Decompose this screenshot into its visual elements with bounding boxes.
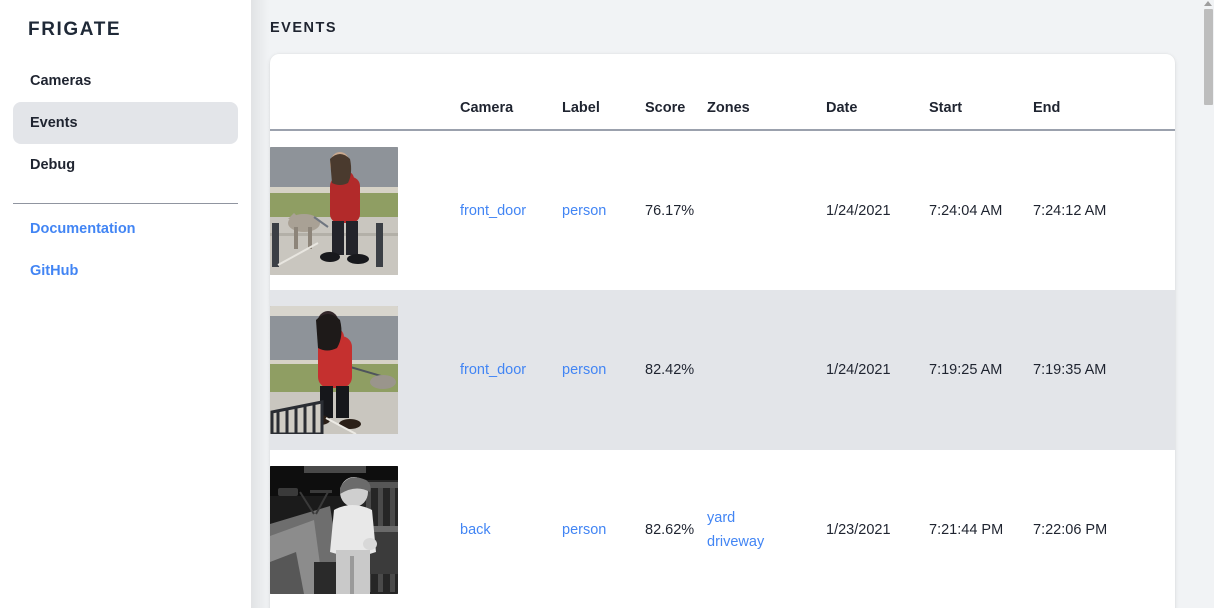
event-end-cell: 7:24:12 AM	[1033, 202, 1107, 219]
event-start-cell: 7:19:25 AM	[929, 362, 1003, 378]
app-brand-title: FRIGATE	[28, 19, 122, 40]
sidebar: FRIGATE Cameras Events Debug Documentati…	[0, 0, 269, 608]
page-title: EVENTS	[270, 20, 338, 36]
event-thumbnail[interactable]	[270, 146, 398, 275]
sidebar-item-cameras[interactable]: Cameras	[30, 73, 92, 89]
event-date-cell: 1/24/2021	[826, 362, 891, 378]
events-table-body: front_door person 76.17% 1/24/2021 7:24:…	[270, 130, 1175, 608]
timestamp-overlay	[304, 466, 366, 473]
event-score-cell: 76.17%	[645, 202, 695, 219]
event-date-cell: 1/24/2021	[826, 202, 891, 219]
page-scrollbar-thumb[interactable]	[1204, 9, 1213, 105]
event-thumbnail-cell	[270, 290, 460, 450]
column-header-label[interactable]: Label	[562, 100, 600, 116]
sidebar-link-github[interactable]: GitHub	[30, 263, 79, 279]
column-header-date[interactable]: Date	[826, 100, 858, 116]
thumbnail-image-daytime-dogwalker	[270, 146, 398, 275]
event-label-cell: person	[562, 290, 645, 450]
event-thumbnail[interactable]	[270, 306, 398, 434]
event-zones-cell	[707, 290, 826, 450]
event-zone-link[interactable]: yard	[707, 510, 736, 526]
event-camera-link[interactable]: front_door	[460, 202, 527, 219]
page-scrollbar-track[interactable]	[1203, 0, 1214, 608]
event-camera-cell: front_door	[460, 290, 562, 450]
scroll-up-arrow-icon[interactable]	[1204, 1, 1212, 6]
sidebar-link-documentation[interactable]: Documentation	[30, 221, 136, 237]
table-row[interactable]: back person 82.62% yard driveway 1/23/20…	[270, 450, 1175, 608]
event-thumbnail-cell	[270, 130, 460, 290]
column-header-end[interactable]: End	[1033, 100, 1061, 116]
event-label-link[interactable]: person	[562, 202, 607, 219]
table-row[interactable]: front_door person 82.42% 1/24/2021 7:19:…	[270, 290, 1175, 450]
column-header-zones[interactable]: Zones	[707, 100, 750, 116]
event-camera-link[interactable]: back	[460, 522, 491, 538]
events-card: Camera Label Score Zones Date Start End	[270, 54, 1175, 608]
event-label-link[interactable]: person	[562, 522, 607, 538]
event-zone-link[interactable]: driveway	[707, 534, 765, 550]
table-header-row: Camera Label Score Zones Date Start End	[270, 54, 1175, 130]
thumbnail-image-nightvision-person	[270, 466, 398, 594]
event-label-cell: person	[562, 450, 645, 608]
column-header-score[interactable]: Score	[645, 100, 686, 116]
event-score-cell: 82.42%	[645, 362, 695, 378]
event-camera-link[interactable]: front_door	[460, 362, 527, 378]
event-label-cell: person	[562, 130, 645, 290]
event-start-cell: 7:24:04 AM	[929, 202, 1003, 219]
event-camera-cell: back	[460, 450, 562, 608]
column-header-start[interactable]: Start	[929, 100, 963, 116]
events-table: Camera Label Score Zones Date Start End	[270, 54, 1175, 608]
sidebar-item-events[interactable]: Events	[13, 102, 238, 144]
event-zones-cell: yard driveway	[707, 450, 826, 608]
table-row[interactable]: front_door person 76.17% 1/24/2021 7:24:…	[270, 130, 1175, 290]
event-date-cell: 1/23/2021	[826, 522, 891, 538]
thumbnail-image-daytime-dogwalker-railing	[270, 306, 398, 434]
event-label-link[interactable]: person	[562, 362, 607, 378]
event-camera-cell: front_door	[460, 130, 562, 290]
event-score-cell: 82.62%	[645, 522, 695, 538]
sidebar-item-debug[interactable]: Debug	[30, 157, 76, 173]
sidebar-nav: Cameras Events Debug Documentation GitHu…	[0, 60, 251, 292]
event-thumbnail[interactable]	[270, 466, 398, 594]
column-header-thumbnail[interactable]	[270, 54, 460, 130]
event-end-cell: 7:19:35 AM	[1033, 362, 1107, 378]
column-header-camera[interactable]: Camera	[460, 100, 514, 116]
main-content: EVENTS Camera Label Score Zones Date Sta…	[251, 0, 1214, 608]
event-end-cell: 7:22:06 PM	[1033, 522, 1108, 538]
sidebar-divider	[13, 203, 238, 204]
event-thumbnail-cell	[270, 450, 460, 608]
event-start-cell: 7:21:44 PM	[929, 522, 1004, 538]
event-zones-cell	[707, 130, 826, 290]
events-table-head: Camera Label Score Zones Date Start End	[270, 54, 1175, 130]
